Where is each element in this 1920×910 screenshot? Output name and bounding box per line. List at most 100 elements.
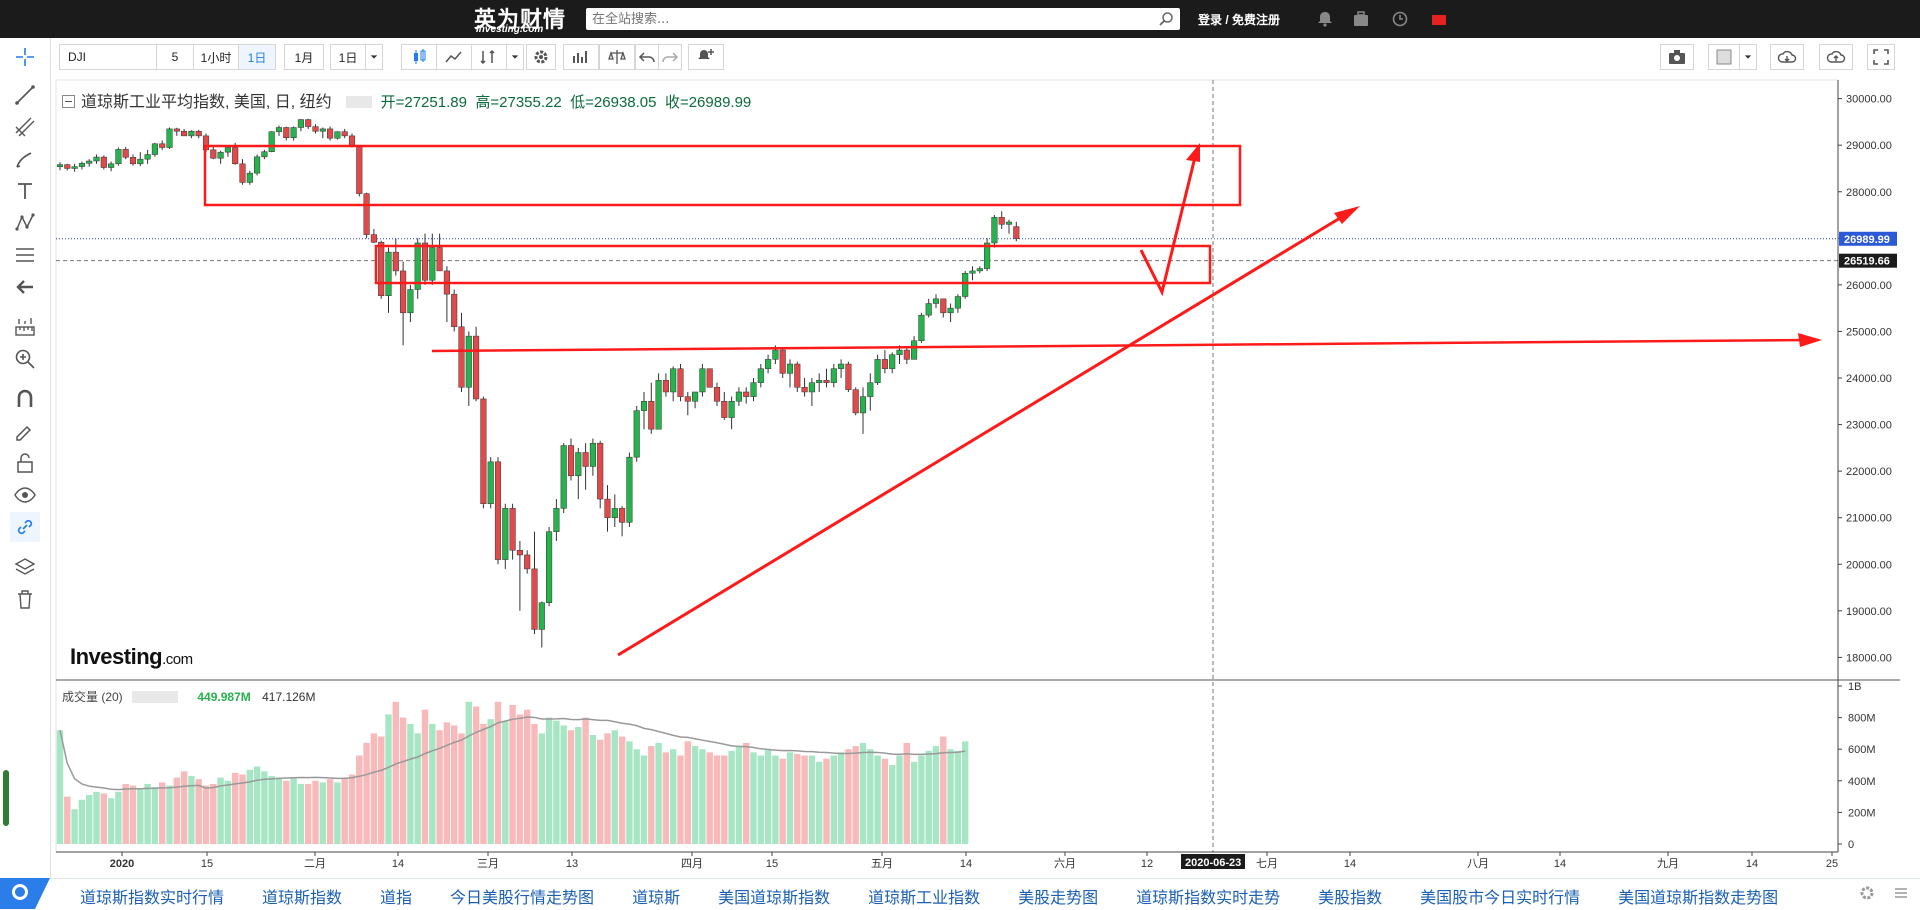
candle — [808, 378, 815, 406]
bottom-link[interactable]: 美国道琼斯指数 — [718, 890, 831, 907]
current-price-label: 26989.99 — [1844, 234, 1890, 246]
collapse-legend-icon[interactable] — [62, 95, 75, 108]
bell-icon[interactable] — [1316, 10, 1334, 28]
bottom-link[interactable]: 道琼斯指数 — [262, 890, 343, 907]
candle-body — [115, 149, 122, 165]
alert-button[interactable] — [688, 44, 724, 70]
visibility-tool[interactable] — [10, 480, 40, 510]
trend-line-tool[interactable] — [10, 80, 40, 110]
search-input[interactable] — [592, 10, 1152, 28]
redo-button[interactable] — [658, 44, 682, 70]
candle — [458, 312, 465, 392]
volume-bar — [874, 755, 881, 844]
candle — [421, 233, 429, 285]
bottom-link[interactable]: 美国道琼斯指数走势图 — [1618, 890, 1779, 907]
search-box[interactable] — [586, 8, 1180, 30]
range-select[interactable]: 1日 — [330, 44, 366, 70]
candle-body — [86, 160, 93, 164]
color-picker-button[interactable] — [1708, 44, 1740, 70]
studies-button[interactable] — [563, 44, 599, 70]
search-icon[interactable] — [1158, 11, 1174, 27]
bottom-link[interactable]: 道琼斯指数实时走势 — [1136, 890, 1281, 907]
interval-1h-button[interactable]: 1小时 — [193, 44, 239, 70]
login-register-link[interactable]: 登录 / 免费注册 — [1198, 13, 1281, 27]
bottom-link[interactable]: 道指 — [380, 890, 413, 907]
candle-body — [874, 359, 881, 383]
site-logo[interactable]: 英为财情 Investing.com — [474, 2, 574, 36]
bottom-link[interactable]: 今日美股行情走势图 — [450, 890, 595, 907]
settings-button[interactable] — [526, 44, 556, 70]
indicator-dropdown[interactable] — [506, 44, 524, 70]
china-flag-icon[interactable] — [1432, 15, 1446, 25]
candle — [801, 378, 808, 397]
candle-body — [582, 452, 589, 467]
bottom-link[interactable]: 道琼斯 — [632, 890, 681, 907]
candle — [509, 503, 516, 560]
range-dropdown[interactable] — [365, 44, 383, 70]
candle — [151, 142, 158, 157]
indicator-button[interactable] — [471, 44, 507, 70]
compare-button[interactable] — [599, 44, 635, 70]
symbol-input[interactable]: DJI — [59, 44, 157, 70]
bottom-link[interactable]: 美股指数 — [1318, 890, 1383, 907]
candle — [319, 127, 326, 139]
load-chart-button[interactable] — [1770, 44, 1804, 70]
candle-type-button[interactable] — [401, 44, 437, 70]
bottom-link[interactable]: 道琼斯指数实时行情 — [80, 890, 225, 907]
interval-value-input[interactable]: 5 — [156, 44, 194, 70]
back-tool[interactable] — [10, 272, 40, 302]
interval-1d-button[interactable]: 1日 — [238, 44, 276, 70]
time-axis-label: 14 — [1554, 858, 1566, 870]
gear-icon[interactable] — [1858, 884, 1876, 902]
candle-body — [947, 307, 954, 314]
candle — [794, 361, 801, 392]
portfolio-icon[interactable] — [1352, 10, 1370, 28]
candle-body — [969, 270, 976, 274]
pitchfork-tool[interactable] — [10, 112, 40, 142]
undo-button[interactable] — [635, 44, 659, 70]
measure-tool[interactable] — [10, 312, 40, 342]
candle — [940, 298, 947, 318]
candle-body — [202, 135, 210, 151]
crosshair-tool[interactable] — [10, 42, 40, 72]
volume-settings-icon[interactable] — [132, 691, 179, 703]
fib-tool[interactable] — [10, 240, 40, 270]
screenshot-button[interactable] — [1660, 44, 1694, 70]
legend-settings-icon[interactable] — [346, 96, 373, 108]
delete-tool[interactable] — [10, 584, 40, 614]
menu-icon[interactable] — [1892, 884, 1910, 902]
brush-tool[interactable] — [10, 144, 40, 174]
pattern-tool[interactable] — [10, 208, 40, 238]
zoom-tool[interactable] — [10, 344, 40, 374]
candle — [786, 359, 794, 388]
link-tool[interactable] — [10, 512, 40, 542]
volume-bar — [954, 750, 962, 844]
bottom-link[interactable]: 美国股市今日实时行情 — [1420, 890, 1581, 907]
fullscreen-button[interactable] — [1867, 44, 1895, 70]
save-chart-button[interactable] — [1819, 44, 1853, 70]
magnet-tool[interactable] — [10, 384, 40, 414]
candle — [830, 364, 837, 388]
bottom-link[interactable]: 道琼斯工业指数 — [868, 890, 981, 907]
candle-body — [217, 151, 224, 159]
stay-drawing-tool[interactable] — [10, 416, 40, 446]
area-type-button[interactable] — [436, 44, 472, 70]
volume-bar — [910, 761, 918, 844]
fibonacci-icon — [16, 248, 34, 262]
interval-1m-button[interactable]: 1月 — [284, 44, 324, 70]
color-dropdown[interactable] — [1739, 44, 1757, 70]
candle — [954, 294, 961, 313]
watermark-suffix: .com — [162, 651, 193, 668]
time-axis-label: 三月 — [477, 858, 499, 870]
bottom-link[interactable]: 美股走势图 — [1018, 890, 1099, 907]
text-tool[interactable] — [10, 176, 40, 206]
candle — [327, 126, 334, 141]
layers-tool[interactable] — [10, 552, 40, 582]
pencil-lock-icon — [16, 425, 32, 441]
lock-tool[interactable] — [10, 448, 40, 478]
clock-icon[interactable] — [1391, 10, 1409, 28]
candle — [962, 270, 969, 299]
candle-body — [611, 508, 618, 518]
scroll-handle[interactable] — [3, 770, 9, 826]
